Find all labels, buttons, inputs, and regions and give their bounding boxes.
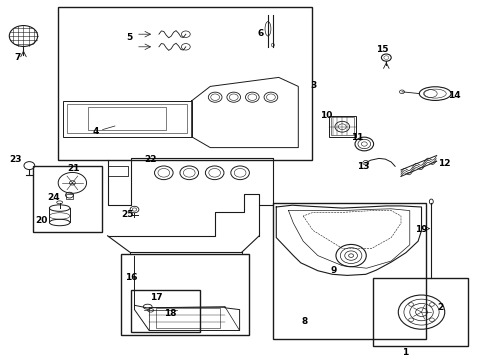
Text: 22: 22 <box>144 155 157 163</box>
Text: 15: 15 <box>375 45 388 54</box>
Bar <box>156 308 220 328</box>
Text: 23: 23 <box>9 155 22 163</box>
Text: 3: 3 <box>310 81 316 90</box>
Bar <box>272 203 426 339</box>
Text: 6: 6 <box>257 29 263 38</box>
Bar <box>67 104 186 133</box>
Text: 21: 21 <box>67 164 80 173</box>
Text: 19: 19 <box>414 225 427 234</box>
Text: 7: 7 <box>14 53 20 62</box>
Text: 20: 20 <box>35 216 48 225</box>
Text: 10: 10 <box>320 112 332 120</box>
Bar <box>62 101 191 137</box>
Text: 25: 25 <box>121 210 133 219</box>
Text: 13: 13 <box>356 162 368 171</box>
Text: 11: 11 <box>350 133 363 142</box>
Bar <box>121 254 249 335</box>
Bar <box>131 290 199 332</box>
Bar <box>33 166 102 232</box>
Text: 4: 4 <box>92 127 99 136</box>
Bar <box>372 278 468 346</box>
Text: 24: 24 <box>47 193 60 202</box>
Text: 2: 2 <box>436 303 442 312</box>
Text: 16: 16 <box>124 274 137 282</box>
Text: 9: 9 <box>329 266 336 275</box>
Bar <box>330 117 353 135</box>
Bar <box>88 107 166 130</box>
Bar <box>58 7 311 160</box>
Text: 17: 17 <box>150 292 163 302</box>
Text: 5: 5 <box>126 33 132 42</box>
Bar <box>328 116 355 137</box>
Text: 18: 18 <box>163 309 176 318</box>
Text: 1: 1 <box>401 348 407 356</box>
Text: 8: 8 <box>301 317 306 325</box>
Text: 14: 14 <box>447 91 460 100</box>
Bar <box>65 194 73 199</box>
Text: 12: 12 <box>437 159 449 168</box>
